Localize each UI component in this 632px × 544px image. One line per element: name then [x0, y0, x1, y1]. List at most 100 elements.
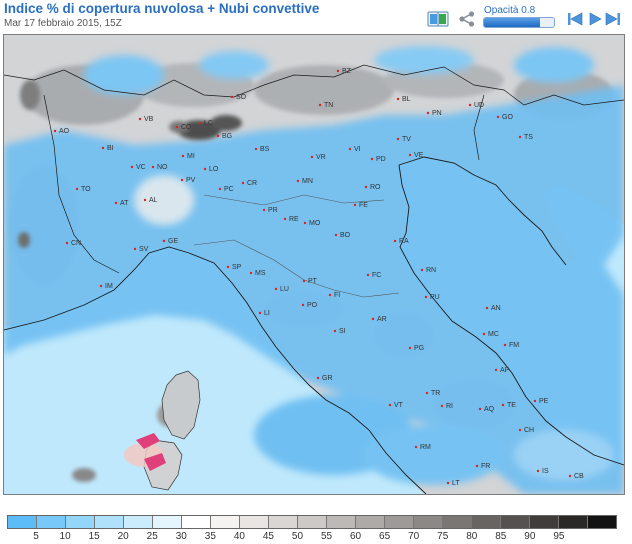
city-marker	[503, 343, 507, 347]
province-label-co: CO	[181, 124, 192, 131]
city-marker	[364, 185, 368, 189]
legend-swatch	[37, 516, 66, 528]
legend-swatch	[211, 516, 240, 528]
legend-swatch	[269, 516, 298, 528]
city-marker	[310, 155, 314, 159]
city-marker	[138, 117, 142, 121]
province-label-lc: LC	[204, 120, 213, 127]
province-label-to: TO	[81, 186, 91, 193]
map-canvas: BZ TN BL PN UD GO TS SO VB CO LC BG BS VR VI TV PD VE AO BI…	[4, 35, 624, 494]
legend-label: 45	[262, 531, 274, 542]
city-marker	[181, 154, 185, 158]
province-label-mo: MO	[309, 220, 321, 227]
province-label-tn: TN	[324, 102, 333, 109]
legend-swatch	[8, 516, 37, 528]
city-marker	[366, 273, 370, 277]
city-marker	[420, 268, 424, 272]
city-marker	[99, 284, 103, 288]
province-label-pr: PR	[268, 207, 278, 214]
city-marker	[336, 69, 340, 73]
city-marker	[262, 208, 266, 212]
city-marker	[501, 403, 505, 407]
province-label-ao: AO	[59, 128, 70, 135]
province-label-pd: PD	[376, 156, 386, 163]
province-label-no: NO	[157, 164, 168, 171]
book-icon[interactable]	[427, 11, 449, 27]
legend-label: 75	[437, 531, 449, 542]
legend-label: 40	[233, 531, 245, 542]
province-label-bg: BG	[222, 133, 232, 140]
city-marker	[101, 146, 105, 150]
legend-swatch	[385, 516, 414, 528]
play-icon[interactable]	[587, 11, 603, 27]
province-label-vc: VC	[136, 164, 146, 171]
legend-label: 95	[553, 531, 565, 542]
city-marker	[53, 129, 57, 133]
province-label-ms: MS	[255, 270, 266, 277]
province-label-pt: PT	[308, 278, 318, 285]
opacity-slider[interactable]	[483, 17, 555, 28]
boundaries	[4, 64, 624, 494]
province-label-mn: MN	[302, 178, 313, 185]
province-label-is: IS	[542, 468, 549, 475]
province-label-pv: PV	[186, 177, 196, 184]
city-marker	[408, 346, 412, 350]
dark-clouds	[18, 80, 242, 482]
city-marker	[371, 317, 375, 321]
city-marker	[388, 403, 392, 407]
city-marker	[494, 368, 498, 372]
city-marker	[216, 134, 220, 138]
city-marker	[301, 303, 305, 307]
province-label-gr: GR	[322, 375, 333, 382]
legend-label: 50	[291, 531, 304, 542]
province-label-ud: UD	[474, 102, 484, 109]
legend-label: 80	[466, 531, 478, 542]
city-marker	[424, 295, 428, 299]
city-marker	[328, 293, 332, 297]
city-marker	[348, 147, 352, 151]
city-marker	[114, 201, 118, 205]
city-marker	[318, 103, 322, 107]
province-label-sv: SV	[139, 246, 149, 253]
province-label-bz: BZ	[342, 68, 352, 75]
province-labels: BZ TN BL PN UD GO TS SO VB CO LC BG BS VR VI TV PD VE AO BI…	[53, 68, 584, 487]
legend-label: 55	[320, 531, 333, 542]
province-label-pc: PC	[224, 186, 234, 193]
city-marker	[334, 233, 338, 237]
province-label-vt: VT	[394, 402, 404, 409]
city-marker	[258, 311, 262, 315]
convective-cell	[144, 453, 166, 471]
share-icon[interactable]	[458, 10, 476, 28]
province-label-fc: FC	[372, 272, 381, 279]
city-marker	[536, 469, 540, 473]
city-marker	[65, 241, 69, 245]
skip-forward-icon[interactable]	[605, 11, 621, 27]
legend-label: 5	[33, 531, 39, 542]
city-marker	[143, 198, 147, 202]
legend-swatch	[356, 516, 385, 528]
province-label-lt: LT	[452, 480, 460, 487]
city-marker	[426, 111, 430, 115]
cloud-cover-map[interactable]: BZ TN BL PN UD GO TS SO VB CO LC BG BS VR VI TV PD VE AO BI…	[3, 34, 625, 495]
legend-swatch	[414, 516, 443, 528]
province-label-mc: MC	[488, 331, 499, 338]
province-label-te: TE	[507, 402, 516, 409]
city-marker	[75, 187, 79, 191]
legend-swatch	[588, 516, 616, 528]
city-marker	[316, 376, 320, 380]
province-label-pu: PU	[430, 294, 440, 301]
island-corsica	[161, 370, 201, 440]
legend-swatch	[95, 516, 124, 528]
city-marker	[533, 399, 537, 403]
city-marker	[302, 279, 306, 283]
province-label-fm: FM	[509, 342, 519, 349]
legend-label: 65	[379, 531, 391, 542]
city-marker	[218, 187, 222, 191]
province-label-aq: AQ	[484, 406, 495, 413]
province-label-rm: RM	[420, 444, 431, 451]
province-label-cn: CN	[71, 240, 81, 247]
city-marker	[162, 239, 166, 243]
province-label-ar: AR	[377, 316, 387, 323]
skip-back-icon[interactable]	[567, 11, 583, 27]
legend-swatch	[66, 516, 95, 528]
